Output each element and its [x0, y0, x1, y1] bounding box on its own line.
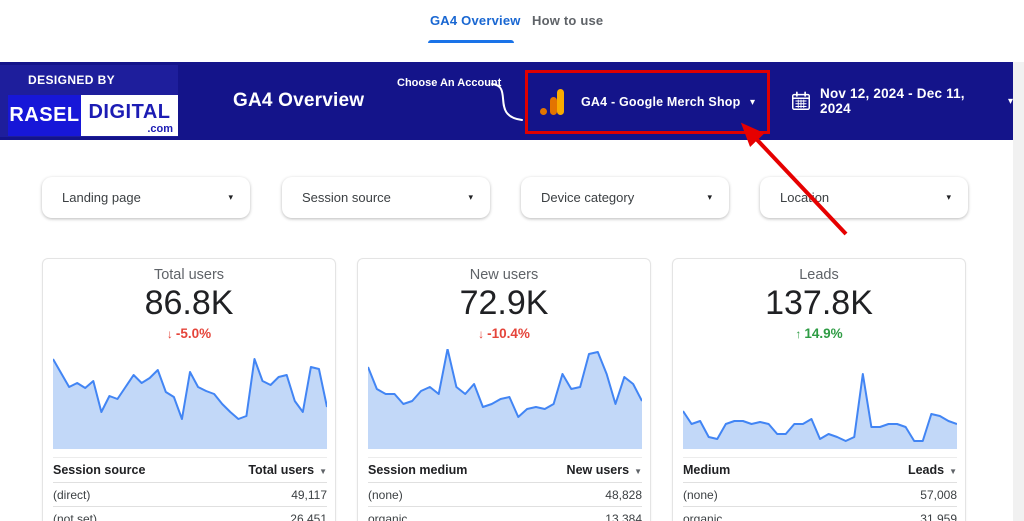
brand-rasel: RASEL: [8, 95, 81, 136]
brand-digital-text: DIGITAL: [88, 101, 171, 123]
breakdown-table: Session medium New users ▼ (none) 48,828 …: [368, 457, 642, 521]
chevron-down-icon: ▾: [468, 192, 473, 202]
table-header-metric[interactable]: Total users ▼: [248, 463, 327, 477]
breakdown-table: Medium Leads ▼ (none) 57,008 organic 31,9…: [683, 457, 957, 521]
brand-logo: DESIGNED BY RASEL DIGITAL .com: [0, 65, 178, 137]
sort-caret-icon: ▼: [949, 467, 957, 476]
table-cell-dim: organic: [368, 511, 408, 521]
right-edge-gutter: [1013, 62, 1024, 521]
metric-title: Total users: [153, 267, 225, 283]
table-cell-dim: (none): [368, 487, 403, 502]
choose-account-hint: Choose An Account: [397, 77, 502, 89]
metric-value: 86.8K: [144, 284, 234, 322]
table-cell-value: 48,828: [605, 487, 642, 502]
table-cell-value: 13,384: [605, 511, 642, 521]
sparkline-chart: [53, 349, 327, 449]
table-header-dimension[interactable]: Medium: [683, 463, 731, 477]
chevron-down-icon: ▾: [1007, 95, 1013, 107]
sparkline-chart: [683, 349, 957, 449]
filter-label: Session source: [302, 190, 391, 205]
brand-wordmark: RASEL DIGITAL .com: [8, 95, 178, 136]
table-cell-dim: (not set): [53, 511, 98, 521]
table-header-row: Session source Total users ▼: [53, 457, 327, 483]
sort-caret-icon: ▼: [634, 467, 642, 476]
table-cell-dim: organic: [683, 511, 723, 521]
tab-how-to-use[interactable]: How to use: [532, 13, 604, 28]
metric-delta: ↑ 14.9%: [673, 326, 965, 341]
designed-by-label: DESIGNED BY: [28, 73, 116, 87]
sort-caret-icon: ▼: [319, 467, 327, 476]
scorecard-leads: Leads 137.8K ↑ 14.9% Medium Leads ▼ (none)…: [672, 258, 966, 521]
table-header-metric[interactable]: New users ▼: [566, 463, 642, 477]
date-range-label: Nov 12, 2024 - Dec 11, 2024: [820, 86, 965, 116]
table-cell-value: 57,008: [920, 487, 957, 502]
table-row: organic 31,959: [683, 507, 957, 521]
dashboard-header: DESIGNED BY RASEL DIGITAL .com GA4 Overv…: [0, 62, 1013, 140]
ga4-logo-icon: [540, 89, 566, 115]
table-cell-value: 26,451: [290, 511, 327, 521]
table-cell-value: 49,117: [291, 487, 327, 502]
scorecard-total-users: Total users 86.8K ↓ -5.0% Session source …: [42, 258, 336, 521]
delta-arrow-icon: ↓: [166, 327, 173, 341]
table-header-dimension[interactable]: Session medium: [368, 463, 468, 477]
filter-session-source[interactable]: Session source ▾: [282, 177, 490, 218]
table-cell-dim: (none): [683, 487, 718, 502]
chevron-down-icon: ▾: [749, 96, 755, 108]
account-highlight-box: GA4 - Google Merch Shop ▾: [525, 70, 770, 134]
table-cell-value: 31,959: [920, 511, 957, 521]
table-row: (none) 57,008: [683, 483, 957, 507]
table-row: (direct) 49,117: [53, 483, 327, 507]
active-tab-underline: [428, 40, 514, 43]
calendar-icon: [792, 91, 810, 110]
metric-title: New users: [469, 267, 539, 283]
tab-ga4-overview[interactable]: GA4 Overview: [430, 13, 521, 28]
metric-value: 137.8K: [765, 284, 873, 322]
filter-label: Landing page: [62, 190, 141, 205]
table-row: (not set) 26,451: [53, 507, 327, 521]
metric-delta: ↓ -5.0%: [43, 326, 335, 341]
metric-delta: ↓ -10.4%: [358, 326, 650, 341]
filter-device-category[interactable]: Device category ▾: [521, 177, 729, 218]
table-header-metric[interactable]: Leads ▼: [907, 463, 957, 477]
delta-text: -5.0%: [175, 326, 212, 341]
metric-title: Leads: [799, 267, 839, 283]
brand-digital: DIGITAL .com: [81, 95, 178, 136]
table-row: organic 13,384: [368, 507, 642, 521]
account-selector[interactable]: GA4 - Google Merch Shop ▾: [528, 73, 767, 131]
filter-label: Device category: [541, 190, 635, 205]
table-header-row: Session medium New users ▼: [368, 457, 642, 483]
table-row: (none) 48,828: [368, 483, 642, 507]
account-selector-label: GA4 - Google Merch Shop: [581, 95, 741, 109]
brand-com-suffix: .com: [147, 123, 173, 135]
table-header-row: Medium Leads ▼: [683, 457, 957, 483]
filter-landing-page[interactable]: Landing page ▾: [42, 177, 250, 218]
table-cell-dim: (direct): [53, 487, 91, 502]
scorecard-new-users: New users 72.9K ↓ -10.4% Session medium N…: [357, 258, 651, 521]
chevron-down-icon: ▾: [228, 192, 233, 202]
delta-text: -10.4%: [487, 326, 530, 341]
date-range-picker[interactable]: Nov 12, 2024 - Dec 11, 2024 ▾: [790, 62, 1013, 140]
delta-arrow-icon: ↓: [478, 327, 485, 341]
delta-arrow-icon: ↑: [795, 327, 802, 341]
filter-label: Location: [780, 190, 830, 205]
chevron-down-icon: ▾: [707, 192, 712, 202]
top-tab-bar: GA4 Overview How to use: [0, 0, 1024, 62]
chevron-down-icon: ▾: [946, 192, 951, 202]
sparkline-chart: [368, 349, 642, 449]
metric-value: 72.9K: [459, 284, 549, 322]
filter-location[interactable]: Location ▾: [760, 177, 968, 218]
dashboard-title: GA4 Overview: [233, 90, 365, 111]
delta-text: 14.9%: [804, 326, 843, 341]
breakdown-table: Session source Total users ▼ (direct) 49,…: [53, 457, 327, 521]
table-header-dimension[interactable]: Session source: [53, 463, 146, 477]
